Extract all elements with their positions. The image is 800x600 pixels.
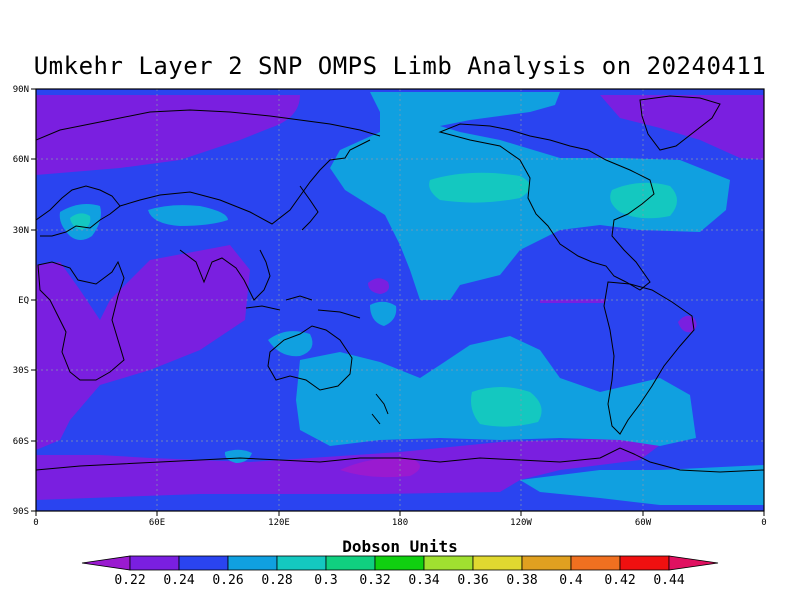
colorbar-label: 0.36	[457, 573, 488, 588]
low-spot-brazil	[678, 315, 697, 333]
colorbar-swatch	[472, 555, 523, 571]
colorbar-label: 0.24	[163, 573, 194, 588]
y-tick-label: EQ	[18, 296, 29, 306]
colorbar-swatch	[325, 555, 376, 571]
y-tick-label: 60S	[13, 437, 29, 447]
coastline-indonesia	[245, 295, 361, 319]
mid-region-east-asia	[148, 205, 228, 226]
colorbar-swatch	[178, 555, 229, 571]
coastline-north-asia	[36, 109, 381, 141]
colorbar-swatch	[619, 555, 670, 571]
colorbar-label: 0.44	[653, 573, 684, 588]
coastlines	[36, 95, 764, 473]
low-region-indian-ocean	[36, 245, 250, 450]
coastline-africa	[37, 260, 125, 381]
high-spot-europe	[70, 213, 91, 230]
colorbar-label: 0.28	[261, 573, 292, 588]
high-region-north-pacific	[429, 172, 530, 203]
y-tick-label: 60N	[13, 155, 29, 165]
colorbar-swatch	[227, 555, 278, 571]
axis-ticks	[31, 88, 765, 516]
x-tick-labels: 0 60E 120E 180 120W 60W 0	[33, 518, 766, 528]
low-spot-pacific	[368, 278, 389, 294]
y-tick-labels: 90N 60N 30N EQ 30S 60S 90S	[13, 85, 29, 517]
colorbar-label: 0.32	[359, 573, 390, 588]
colorbar-arrow-low	[81, 555, 131, 571]
coastline-asia	[119, 139, 371, 301]
colorbar-label: 0.34	[408, 573, 439, 588]
colorbar-swatch	[570, 555, 621, 571]
x-tick-label: 0	[761, 518, 766, 528]
colorbar-label: 0.38	[506, 573, 537, 588]
mid-spot-indian-ocean	[370, 301, 397, 326]
mid-spot-south-indian	[224, 449, 252, 463]
colorbar-label: 0.22	[114, 573, 145, 588]
x-tick-label: 0	[33, 518, 38, 528]
x-tick-label: 60E	[149, 518, 165, 528]
coastline-greenland	[639, 95, 721, 151]
coastline-australia	[267, 325, 353, 391]
x-tick-label: 120E	[268, 518, 290, 528]
mid-region-north-pacific	[330, 92, 730, 300]
mid-region-antarctic-coast	[520, 465, 764, 505]
coastline-antarctica	[36, 447, 764, 473]
colorbar-label: 0.42	[604, 573, 635, 588]
x-tick-label: 60W	[635, 518, 652, 528]
y-tick-label: 90N	[13, 85, 29, 95]
peak-spot-antarctic	[340, 457, 420, 478]
colorbar-label: 0.4	[559, 573, 583, 588]
colorbar-label: 0.3	[314, 573, 337, 588]
grid-lines	[36, 89, 764, 511]
map-title: Umkehr Layer 2 SNP OMPS Limb Analysis on…	[33, 52, 767, 80]
colorbar-swatch	[423, 555, 474, 571]
y-tick-label: 30N	[13, 226, 29, 236]
low-region-north-eurasia	[36, 95, 300, 175]
high-region-south-pacific	[471, 387, 542, 427]
x-tick-label: 180	[392, 518, 408, 528]
y-tick-label: 30S	[13, 366, 29, 376]
colorbar: 0.22 0.24 0.26 0.28 0.3 0.32 0.34 0.36 0.38 0.4 0.…	[81, 555, 719, 588]
coastline-north-america	[438, 123, 655, 291]
coastline-new-zealand	[371, 393, 389, 425]
coastline-japan	[299, 185, 319, 231]
y-tick-label: 90S	[13, 507, 29, 517]
colorbar-label: 0.26	[212, 573, 243, 588]
x-tick-label: 120W	[510, 518, 532, 528]
colorbar-swatch	[374, 555, 425, 571]
mid-spot-atlantic-south	[655, 430, 670, 439]
coastline-south-america	[603, 281, 695, 435]
colorbar-swatch	[276, 555, 327, 571]
colorbar-arrow-high	[668, 555, 719, 571]
colorbar-swatch	[129, 555, 180, 571]
high-region-atlantic	[610, 182, 677, 219]
colorbar-title: Dobson Units	[342, 537, 458, 556]
colorbar-swatch	[521, 555, 572, 571]
